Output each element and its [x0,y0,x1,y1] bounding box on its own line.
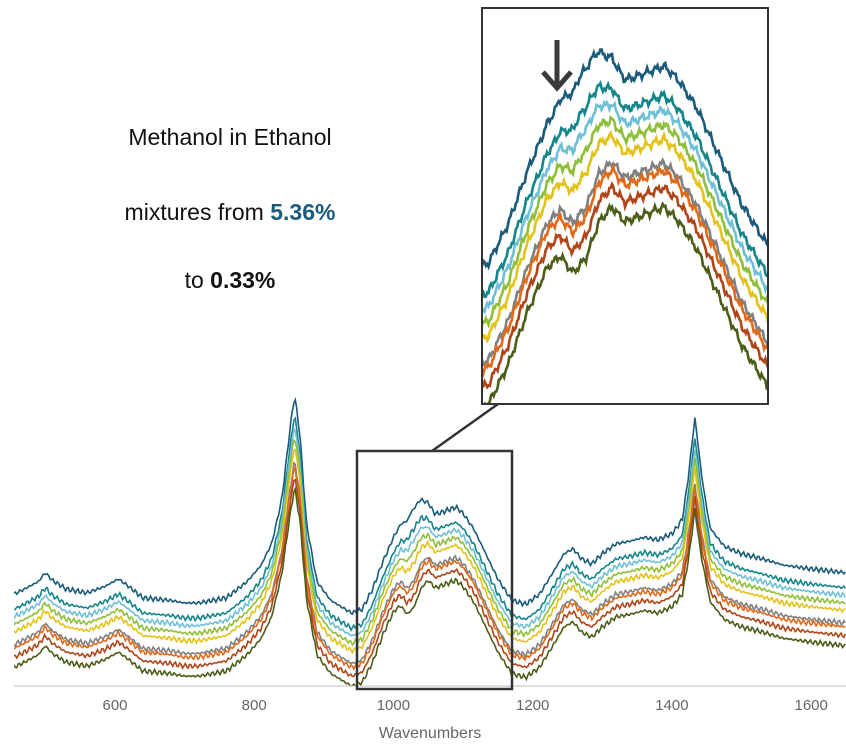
series-line-4 [14,438,846,647]
inset-series-line-2 [482,79,768,299]
x-tick-label: 1000 [377,697,410,714]
x-tick-label: 1200 [516,697,549,714]
zoom-region-box [355,449,514,691]
inset-series-line-5 [482,129,768,344]
caption-line-2: mixtures from 5.36% [60,199,400,226]
caption-title: Methanol in Ethanol [128,124,332,150]
inset-series-line-7 [482,162,768,378]
series-line-5 [14,448,846,655]
x-tick-label: 800 [242,697,267,714]
caption-from-value: 5.36% [270,199,336,225]
caption-to-prefix: to [184,267,211,293]
x-tick-label: 600 [102,697,127,714]
inset-series-line-9 [482,201,768,404]
series-line-8 [14,478,846,678]
caption-from-prefix: mixtures from [124,199,271,225]
caption-to-value: 0.33% [210,267,276,293]
inset-series-line-3 [482,99,768,315]
series-line-2 [14,416,846,633]
shoulder-arrow-icon [541,40,573,92]
caption-line-1: Methanol in Ethanol [60,124,400,151]
zoom-connector-line [431,402,499,453]
inset-plot [482,48,768,404]
inset-frame [481,7,769,405]
inset-series-line-4 [482,114,768,329]
inset-series-line-1 [482,48,768,271]
x-axis-title: Wavenumbers [379,725,482,742]
series-line-1 [14,396,846,615]
series-line-3 [14,426,846,637]
series-line-7 [14,464,846,671]
x-tick-label: 1400 [655,697,688,714]
main-plot [14,396,846,686]
series-line-9 [14,486,846,686]
x-axis-ticks: 600 800 1000 1200 1400 1600 [102,697,827,714]
x-tick-label: 1600 [795,697,828,714]
inset-series-line-8 [482,180,768,390]
caption-line-3: to 0.33% [60,267,400,294]
